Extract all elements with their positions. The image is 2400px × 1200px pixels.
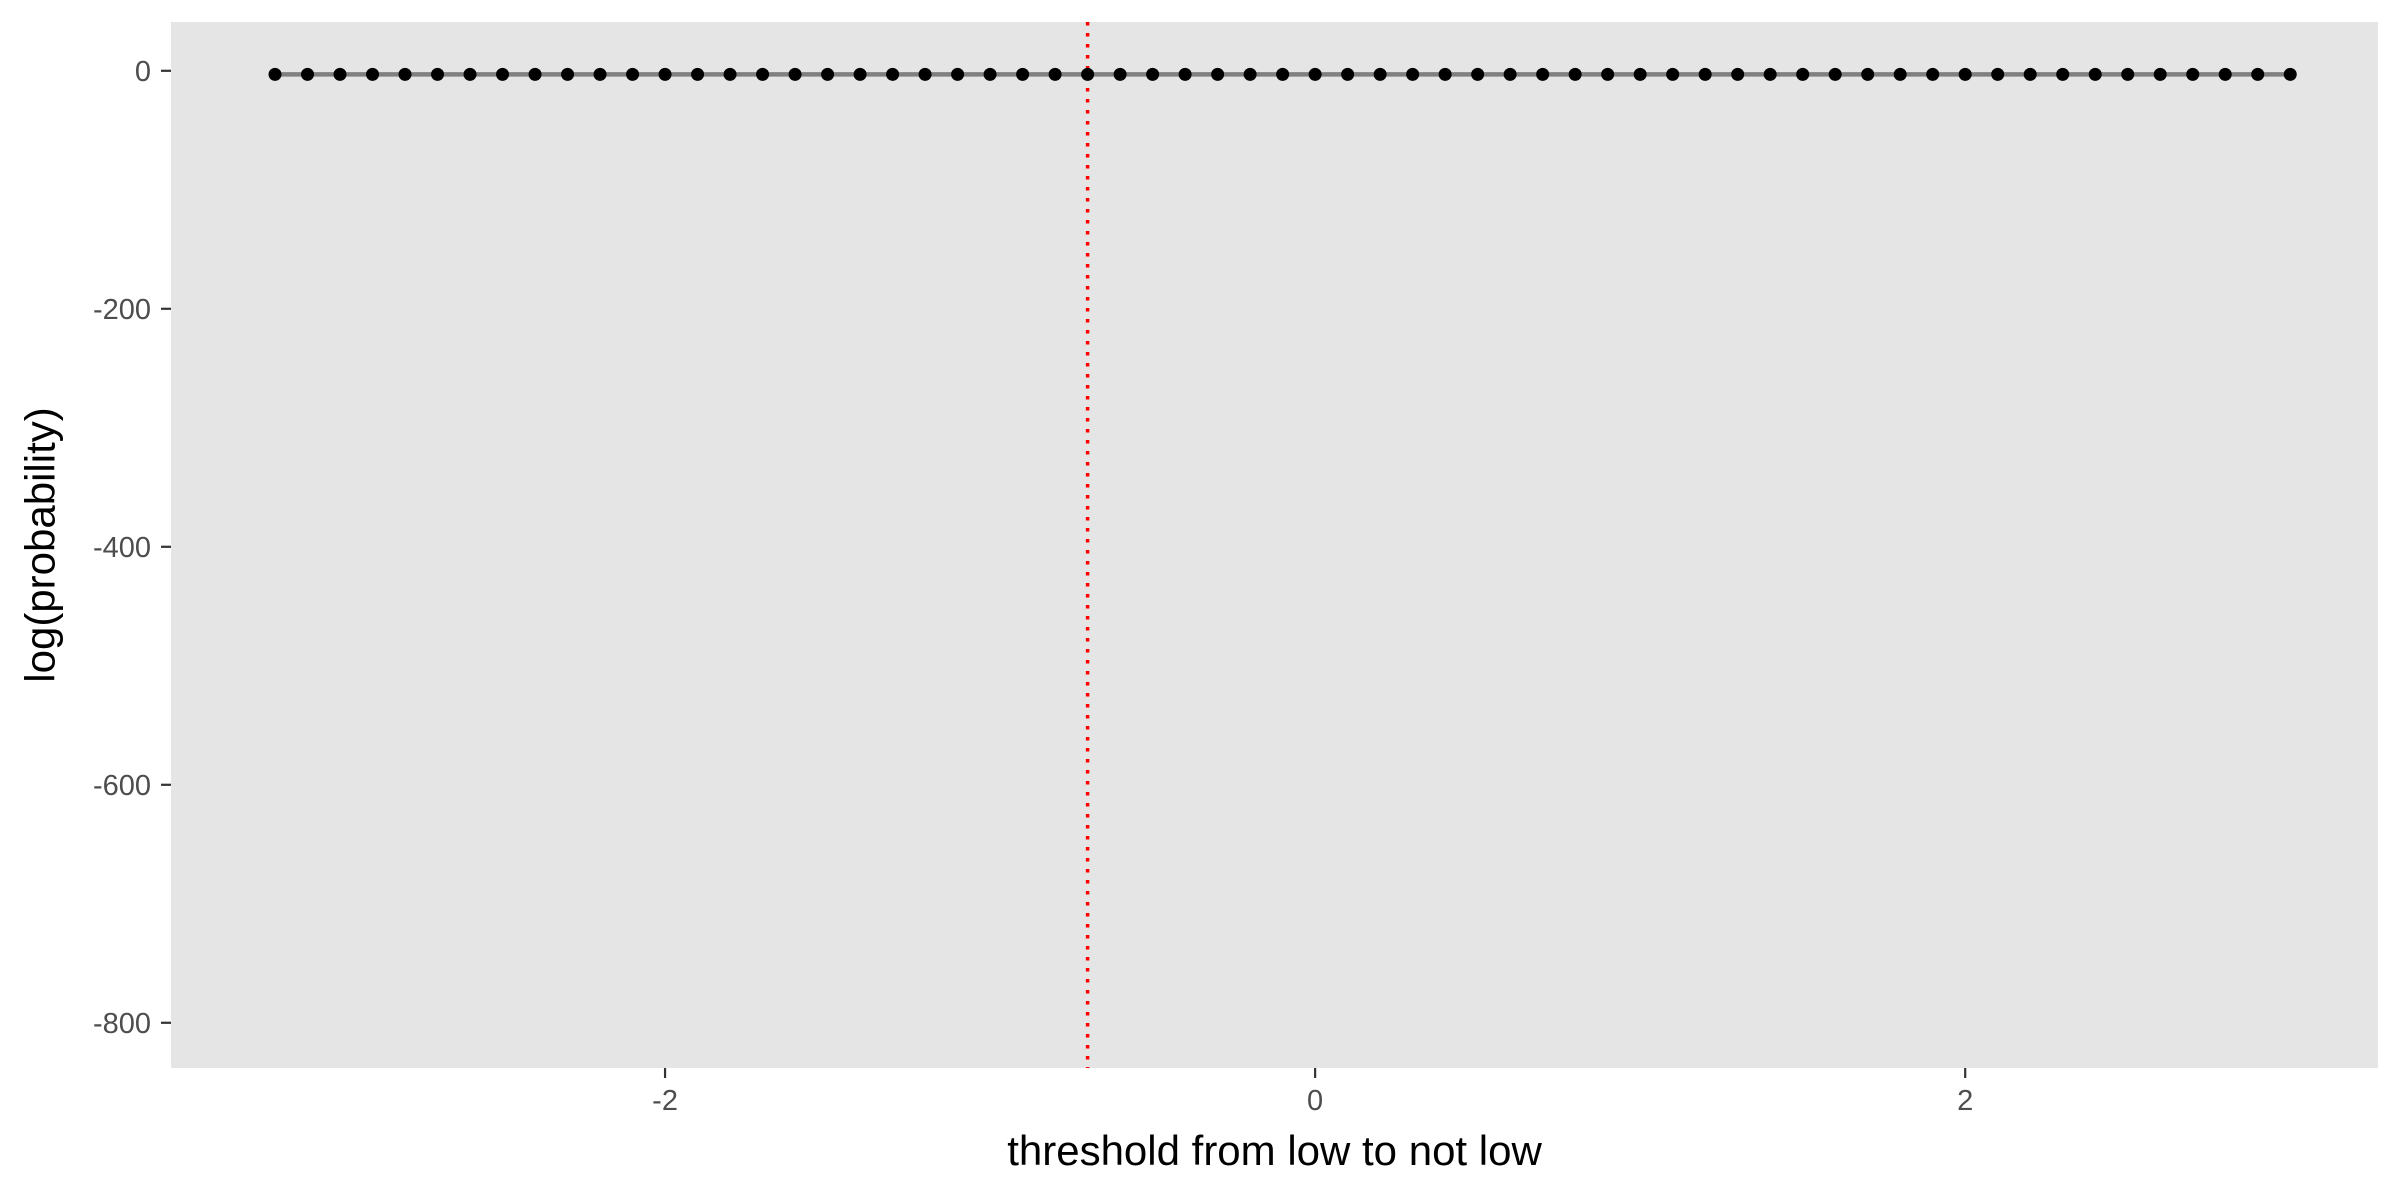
data-point [1893,67,1907,81]
data-point [1243,67,1257,81]
data-point [561,67,575,81]
x-axis-title: threshold from low to not low [1007,1127,1542,1174]
data-point [1568,67,1582,81]
data-point [2088,67,2102,81]
data-point [1633,67,1647,81]
data-point [1796,67,1810,81]
data-point [691,67,705,81]
data-point [1146,67,1160,81]
data-point [366,67,380,81]
data-point [268,67,282,81]
plot-panel [171,22,2378,1068]
data-point [463,67,477,81]
data-point [2218,67,2232,81]
data-point [1016,67,1030,81]
data-point [1763,67,1777,81]
data-point [1308,67,1322,81]
data-point [1048,67,1062,81]
data-point [593,67,607,81]
data-point [2251,67,2265,81]
data-point [528,67,542,81]
data-point [1731,67,1745,81]
data-point [1211,67,1225,81]
data-point [918,67,932,81]
data-point [2283,67,2297,81]
data-point [723,67,737,81]
y-tick-label: -400 [93,532,151,564]
data-point [1536,67,1550,81]
data-point [1438,67,1452,81]
data-point [2186,67,2200,81]
y-tick-label: -800 [93,1008,151,1040]
data-point [1503,67,1517,81]
x-axis: -2 0 2 [652,1068,1973,1117]
data-point [951,67,965,81]
data-point [333,67,347,81]
data-point [1698,67,1712,81]
y-tick-label: -200 [93,294,151,326]
data-point [2023,67,2037,81]
data-point [1991,67,2005,81]
data-point [1373,67,1387,81]
data-point [821,67,835,81]
data-point [1828,67,1842,81]
data-point [1601,67,1615,81]
data-point [1081,67,1095,81]
data-point [496,67,510,81]
data-point [658,67,672,81]
y-axis: 0 -200 -400 -600 -800 [93,56,171,1040]
data-point [1958,67,1972,81]
data-point [756,67,770,81]
y-tick-label: -600 [93,770,151,802]
y-axis-title: log(probability) [17,407,64,682]
data-point [626,67,640,81]
points-layer [268,67,2297,81]
data-point [1926,67,1940,81]
data-point [1471,67,1485,81]
data-point [398,67,412,81]
data-point [788,67,802,81]
data-point [301,67,315,81]
data-point [1666,67,1680,81]
data-point [2153,67,2167,81]
data-point [2121,67,2135,81]
x-tick-label: 2 [1957,1085,1973,1117]
data-point [853,67,867,81]
data-point [1341,67,1355,81]
data-point [1178,67,1192,81]
data-point [886,67,900,81]
data-point [431,67,445,81]
data-point [1861,67,1875,81]
data-point [2056,67,2070,81]
data-point [1406,67,1420,81]
x-tick-label: -2 [652,1085,678,1117]
y-tick-label: 0 [135,56,151,88]
data-point [1113,67,1127,81]
data-point [983,67,997,81]
x-tick-label: 0 [1307,1085,1323,1117]
data-point [1276,67,1290,81]
